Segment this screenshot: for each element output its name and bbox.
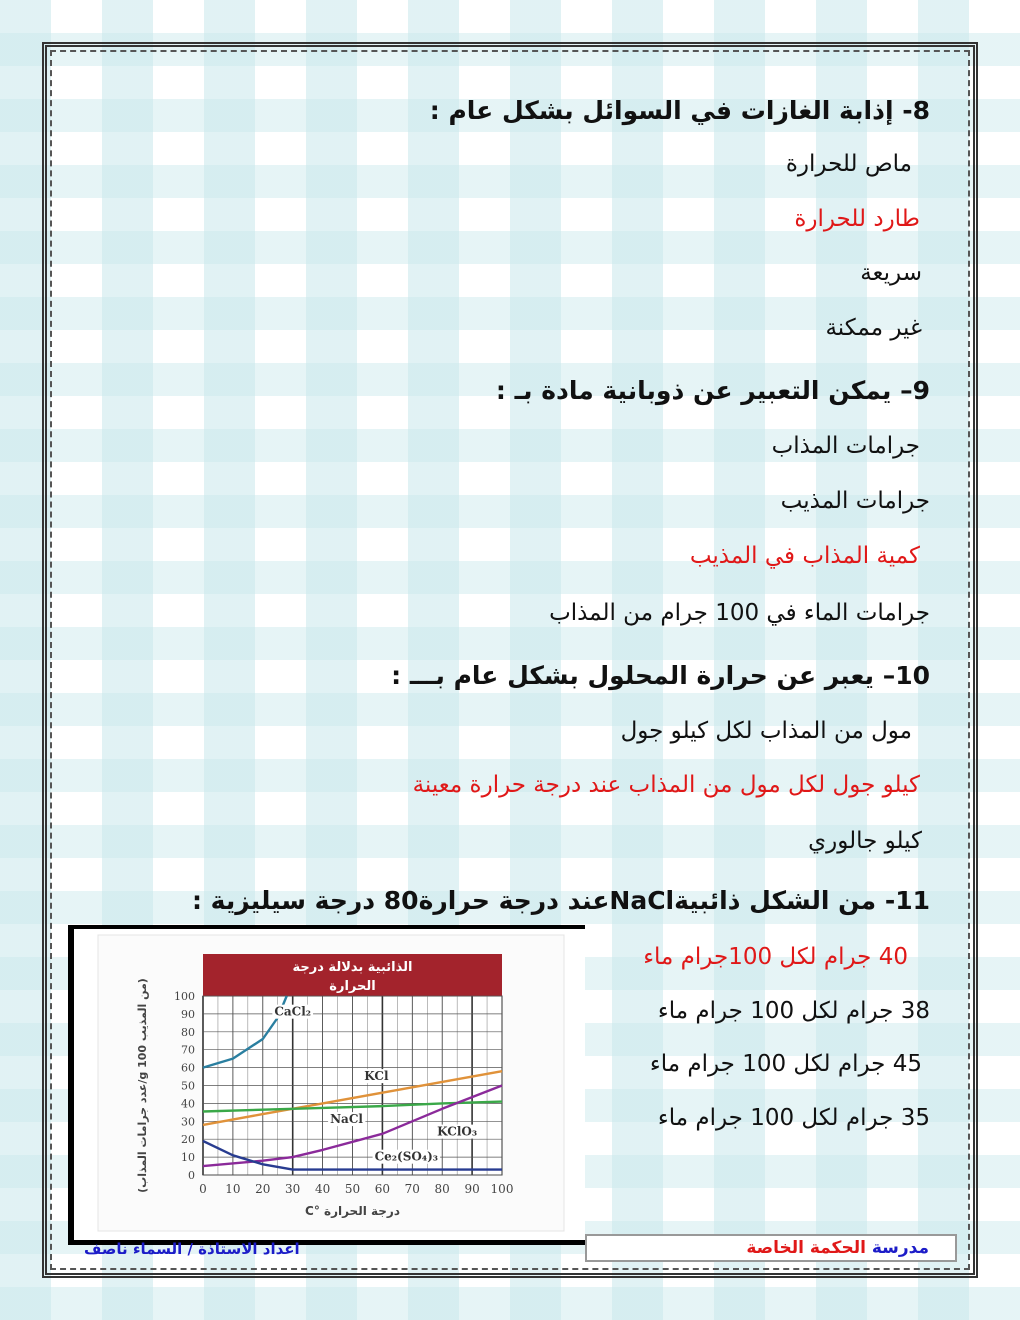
chart-title-line1: الذائبية بدلالة درجة	[293, 960, 413, 975]
footer-author: اعداد الاستاذة / السماء ناصف	[84, 1240, 300, 1258]
y-tick-label: 20	[181, 1133, 195, 1146]
solubility-chart: الذائبية بدلالة درجة الحرارة 0 10 20 30 40 50 60…	[68, 925, 585, 1245]
x-tick-label: 30	[285, 1182, 300, 1196]
x-tick-label: 50	[345, 1182, 360, 1196]
question-10-option[interactable]: كيلو جول لكل مول من المذاب عند درجة حرار…	[412, 772, 920, 798]
y-tick-label: 60	[181, 1062, 195, 1075]
page-inner-border	[50, 50, 970, 1270]
chart-title-banner	[203, 954, 502, 996]
chart-title-line2: الحرارة	[329, 979, 375, 994]
series-label: KCl	[364, 1069, 389, 1083]
y-tick-label: 10	[181, 1151, 195, 1164]
series-label-background	[435, 1124, 480, 1139]
question-11-option[interactable]: 45 جرام لكل 100 جرام ماء	[649, 1051, 922, 1077]
series-label: NaCl	[330, 1112, 363, 1126]
series-label-background	[272, 1004, 314, 1019]
series-line-kclo3	[202, 1084, 503, 1168]
page-border	[42, 42, 978, 1278]
question-11-option[interactable]: 38 جرام لكل 100 جرام ماء	[657, 998, 930, 1024]
y-tick-label: 90	[181, 1008, 195, 1021]
question-10-option[interactable]: مول من المذاب لكل كيلو جول	[620, 718, 912, 744]
question-8-option[interactable]: طارد للحرارة	[794, 206, 920, 232]
x-tick-label: 40	[315, 1182, 330, 1196]
x-tick-label: 10	[225, 1182, 240, 1196]
series-label: Ce₂(SO₄)₃	[375, 1150, 438, 1164]
x-tick-label: 70	[405, 1182, 420, 1196]
x-tick-label: 90	[464, 1182, 479, 1196]
chart-svg: الذائبية بدلالة درجة الحرارة 0 10 20 30 40 50 60…	[97, 934, 565, 1232]
x-axis-label: درجة الحرارة °C	[305, 1204, 400, 1218]
question-9-title: 9– يمكن التعبير عن ذوبانية مادة بـ :	[495, 376, 930, 405]
school-name: الحكمة الخاصة	[746, 1238, 866, 1258]
question-8-option[interactable]: غير ممكنة	[825, 315, 922, 341]
y-tick-label: 100	[174, 990, 195, 1003]
y-tick-label: 50	[181, 1080, 195, 1093]
question-10-option[interactable]: كيلو جالوري	[808, 828, 922, 854]
series-line-kcl	[202, 1070, 503, 1127]
question-11-option[interactable]: 40 جرام لكل 100جرام ماء	[643, 944, 908, 970]
series-line-ce2so43	[202, 1139, 502, 1171]
question-9-option[interactable]: جرامات الماء في 100 جرام من المذاب	[549, 600, 930, 626]
x-tick-label: 100	[491, 1182, 514, 1196]
question-9-option[interactable]: جرامات المذيب	[780, 488, 930, 514]
x-tick-label: 0	[199, 1182, 207, 1196]
question-8-option[interactable]: ماص للحرارة	[785, 151, 912, 177]
y-tick-label: 40	[181, 1097, 195, 1110]
series-label: KClO₃	[437, 1125, 477, 1139]
question-8-option[interactable]: سريعة	[860, 260, 922, 286]
y-tick-label: 0	[188, 1169, 195, 1182]
question-9-option[interactable]: جرامات المذاب	[771, 433, 920, 459]
school-prefix: مدرسة	[871, 1238, 929, 1258]
footer-school: مدرسة الحكمة الخاصة	[585, 1234, 957, 1262]
y-tick-label: 80	[181, 1026, 195, 1039]
x-tick-label: 60	[375, 1182, 390, 1196]
question-11-option[interactable]: 35 جرام لكل 100 جرام ماء	[657, 1105, 930, 1131]
question-8-title: 8- إذابة الغازات في السوائل بشكل عام :	[429, 96, 930, 125]
series-label-background	[362, 1069, 391, 1084]
series-label-background	[372, 1149, 441, 1164]
y-tick-label: 30	[181, 1115, 195, 1128]
series-label: CaCl₂	[274, 1005, 311, 1019]
y-tick-label: 70	[181, 1044, 195, 1057]
x-tick-label: 80	[435, 1182, 450, 1196]
y-axis-label: (عدد جرامات المذاب/g 100 من المذيب)	[136, 978, 149, 1193]
question-11-title: 11- من الشكل ذائبيةNaClعند درجة حرارة80 …	[191, 886, 930, 915]
question-10-title: 10– يعبر عن حرارة المحلول بشكل عام بـــ …	[391, 661, 930, 690]
series-line-nacl	[202, 1100, 503, 1113]
question-9-option[interactable]: كمية المذاب في المذيب	[689, 543, 920, 569]
x-tick-label: 20	[255, 1182, 270, 1196]
series-label-background	[328, 1112, 366, 1127]
